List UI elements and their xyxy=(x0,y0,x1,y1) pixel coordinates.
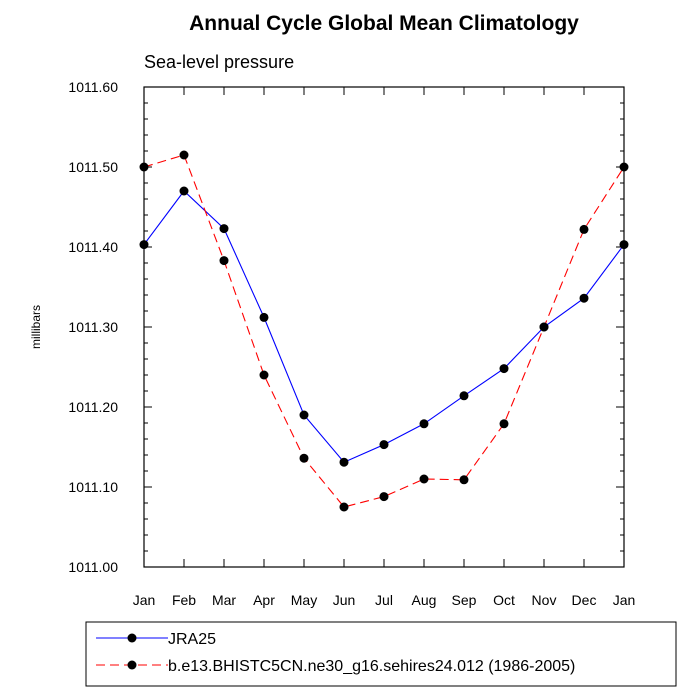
x-tick-label: May xyxy=(291,592,317,608)
x-tick-label: Mar xyxy=(212,592,236,608)
series-1-point xyxy=(219,224,229,234)
x-tick-label: Oct xyxy=(493,592,515,608)
x-tick-label: Jan xyxy=(613,592,636,608)
series-2-point xyxy=(499,419,509,429)
y-tick-label: 1011.10 xyxy=(68,479,118,495)
series-group xyxy=(139,150,629,512)
x-tick-label: Dec xyxy=(572,592,597,608)
series-2-point xyxy=(259,370,269,380)
series-2-point xyxy=(379,492,389,502)
x-axis-ticks: Jan Feb Mar Apr May Jun Jul Aug Sep Oct Nov Dec Jan xyxy=(133,87,636,608)
legend-marker-2 xyxy=(127,660,137,670)
series-2-point xyxy=(219,256,229,266)
series-1-point xyxy=(419,419,429,429)
series-1-point xyxy=(259,312,269,322)
chart-title: Annual Cycle Global Mean Climatology xyxy=(189,12,579,35)
x-tick-label: Apr xyxy=(253,592,275,608)
y-tick-label: 1011.50 xyxy=(68,159,118,175)
y-axis-ticks: 1011.00 1011.10 1011.20 1011.30 1011.40 1011.… xyxy=(68,79,624,575)
y-tick-label: 1011.40 xyxy=(68,239,118,255)
series-2-point xyxy=(139,162,149,172)
x-tick-label: Feb xyxy=(172,592,196,608)
x-tick-label: Jun xyxy=(333,592,356,608)
series-1-point xyxy=(179,186,189,196)
legend-box xyxy=(85,621,677,687)
x-tick-label: Sep xyxy=(452,592,477,608)
x-tick-label: Jan xyxy=(133,592,156,608)
series-1-point xyxy=(619,240,629,250)
series-1-point xyxy=(459,391,469,401)
series-line-2 xyxy=(143,154,625,508)
series-1-point xyxy=(379,440,389,450)
series-1-point xyxy=(299,410,309,420)
legend-label-1: JRA25 xyxy=(168,631,216,648)
y-tick-label: 1011.30 xyxy=(68,319,118,335)
y-tick-label: 1011.60 xyxy=(68,79,118,95)
x-tick-label: Jul xyxy=(375,592,393,608)
y-axis-label: millibars xyxy=(29,305,43,349)
series-2-point xyxy=(179,150,189,160)
legend-marker-1 xyxy=(127,633,137,643)
series-1-point xyxy=(499,364,509,374)
series-2-point xyxy=(579,224,589,234)
legend-label-2: b.e13.BHISTC5CN.ne30_g16.sehires24.012 (… xyxy=(168,658,575,675)
series-line-1 xyxy=(143,190,625,463)
series-1-point xyxy=(139,240,149,250)
x-tick-label: Aug xyxy=(412,592,437,608)
x-tick-label: Nov xyxy=(532,592,557,608)
series-2-point xyxy=(619,162,629,172)
series-1-point xyxy=(339,457,349,467)
series-2-point xyxy=(419,474,429,484)
series-1-point xyxy=(579,293,589,303)
series-2-point xyxy=(339,502,349,512)
chart-subtitle: Sea-level pressure xyxy=(144,52,294,72)
y-tick-label: 1011.20 xyxy=(68,399,118,415)
y-tick-label: 1011.00 xyxy=(68,559,118,575)
series-2-point xyxy=(539,322,549,332)
series-2-point xyxy=(459,475,469,485)
series-2-point xyxy=(299,453,309,463)
legend: JRA25 b.e13.BHISTC5CN.ne30_g16.sehires24.… xyxy=(96,631,575,675)
